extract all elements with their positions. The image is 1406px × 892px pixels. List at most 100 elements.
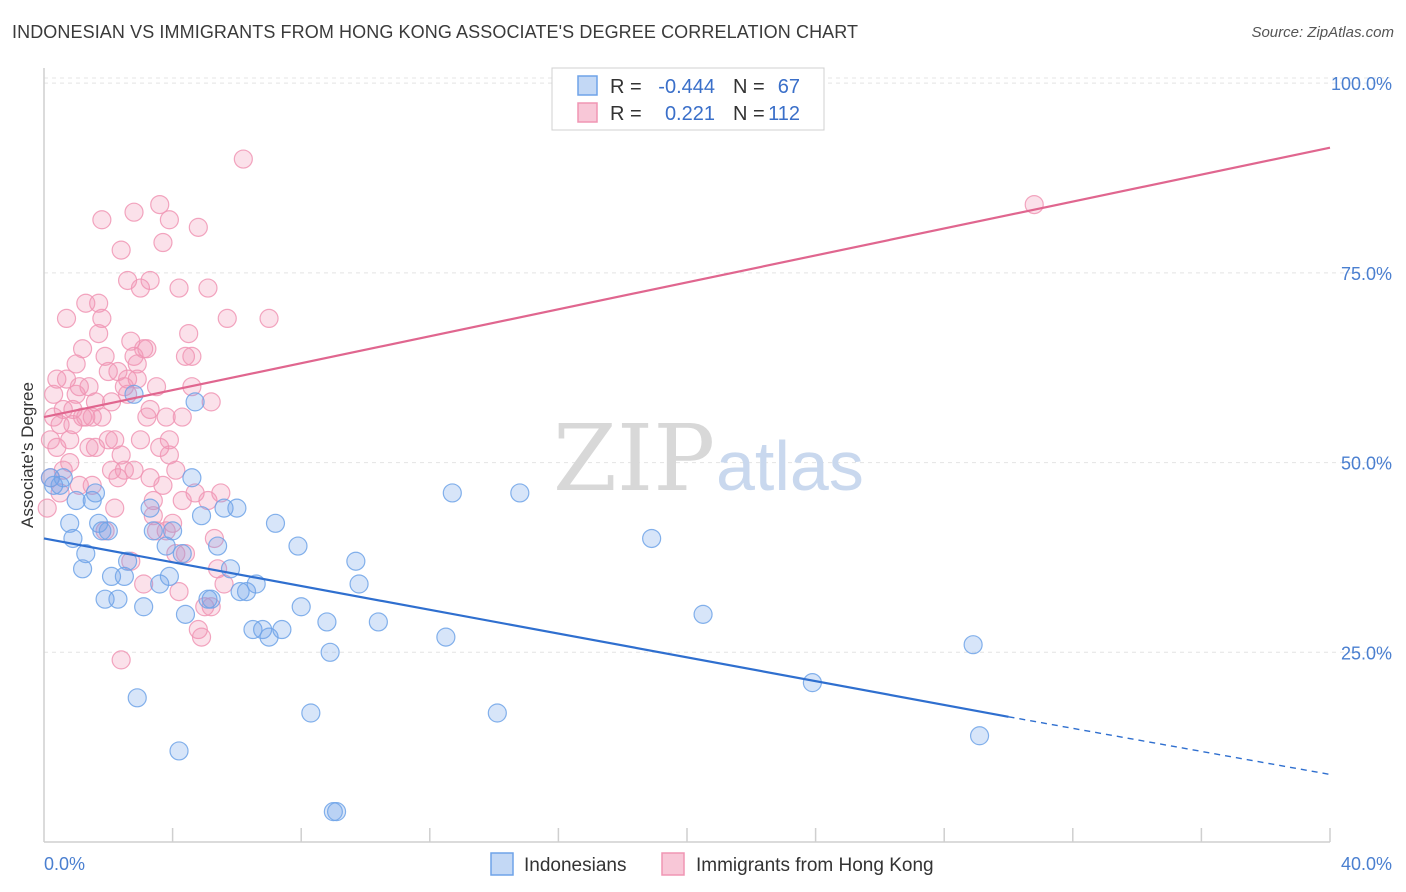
indonesian-point-42 (253, 619, 273, 640)
y-tick-label-1: 50.0% (1341, 454, 1392, 474)
indonesian-point-33 (201, 589, 221, 609)
indonesian-point-26 (169, 741, 189, 761)
indonesian-point-54 (349, 574, 369, 594)
hong-kong-point-37 (156, 407, 176, 427)
hong-kong-point-41 (169, 581, 189, 602)
indonesian-point-49 (317, 612, 337, 632)
hong-kong-point-103 (159, 445, 179, 465)
hong-kong-point-97 (182, 346, 202, 366)
bottom-legend-swatch-pink (661, 852, 685, 876)
hong-kong-point-64 (153, 232, 173, 253)
hong-kong-point-62 (140, 270, 160, 291)
indonesian-point-28 (175, 604, 196, 624)
x-tick-label-min: 0.0% (44, 854, 85, 874)
hong-kong-point-105 (66, 384, 86, 404)
indonesian-point-8 (76, 544, 96, 564)
indonesian-point-15 (114, 566, 134, 587)
watermark: ZIP atlas (553, 405, 864, 512)
hong-kong-point-59 (92, 210, 112, 230)
hong-kong-point-58 (259, 308, 279, 329)
hong-kong-point-67 (188, 217, 208, 237)
indonesian-point-3 (53, 468, 73, 488)
hong-kong-point-22 (108, 468, 128, 488)
source-label: Source: ZipAtlas.com (1251, 24, 1394, 41)
hong-kong-point-11 (72, 339, 93, 359)
indonesian-point-52 (326, 802, 347, 822)
indonesian-point-58 (487, 703, 507, 723)
indonesian-point-6 (66, 490, 86, 511)
hong-kong-point-65 (159, 210, 179, 230)
legend-r-value-1: -0.444 (658, 76, 715, 98)
indonesian-point-46 (288, 536, 308, 556)
indonesian-point-63 (963, 635, 983, 655)
hong-kong-point-43 (175, 346, 196, 366)
hong-kong-point-109 (172, 490, 192, 511)
hong-kong-point-68 (198, 278, 218, 298)
bottom-legend-swatch-blue (490, 852, 514, 876)
hong-kong-point-96 (146, 377, 167, 397)
hong-kong-point-104 (40, 430, 61, 450)
indonesian-point-24 (159, 566, 179, 587)
hong-kong-point-73 (63, 415, 83, 435)
hong-kong-point-111 (201, 392, 221, 412)
indonesian-point-37 (227, 498, 247, 518)
hong-kong-point-0 (37, 498, 57, 518)
legend-r-value-2: 0.221 (665, 103, 715, 125)
hong-kong-point-86 (69, 475, 89, 495)
indonesian-point-31 (191, 506, 212, 526)
indonesian-point-39 (236, 581, 257, 602)
hong-kong-point-48 (191, 627, 212, 647)
hong-kong-point-69 (137, 339, 157, 359)
hong-kong-point-57 (233, 149, 253, 169)
indonesian-point-60 (642, 528, 662, 549)
indonesian-point-38 (230, 581, 250, 602)
legend-n-label-2: N = (733, 103, 765, 125)
indonesian-point-40 (243, 619, 263, 640)
hong-kong-point-101 (98, 430, 118, 450)
indonesian-point-59 (510, 483, 530, 503)
indonesian-point-64 (969, 726, 990, 746)
indonesian-point-45 (272, 619, 292, 640)
indonesian-point-34 (208, 536, 228, 556)
indonesian-point-53 (346, 551, 366, 571)
hong-kong-point-66 (169, 278, 189, 298)
hong-kong-point-17 (92, 308, 112, 329)
hong-kong-point-91 (134, 574, 154, 594)
legend-r-label-2: R = (610, 103, 642, 125)
hong-kong-point-19 (98, 361, 118, 382)
hong-kong-point-23 (111, 445, 131, 465)
indonesian-point-57 (442, 483, 462, 503)
indonesian-point-66 (98, 521, 118, 541)
hong-kong-point-99 (76, 293, 96, 313)
indonesian-point-56 (436, 627, 456, 647)
hong-kong-point-102 (124, 460, 144, 480)
hong-kong-point-88 (50, 483, 70, 503)
hong-kong-point-95 (127, 354, 147, 374)
indonesian-point-48 (301, 703, 321, 723)
y-axis-label: Associate's Degree (18, 382, 37, 528)
indonesian-point-19 (134, 597, 154, 617)
hong-kong-point-29 (130, 278, 151, 298)
legend-n-value-1: 67 (778, 76, 800, 98)
hong-kong-point-108 (140, 399, 160, 420)
indonesian-point-18 (127, 688, 147, 708)
hong-kong-point-13 (79, 437, 99, 458)
indonesian-point-22 (150, 574, 170, 594)
hong-kong-point-28 (127, 369, 147, 389)
hong-kong-point-44 (179, 323, 199, 344)
hong-kong-point-85 (105, 498, 125, 518)
indonesian-point-20 (140, 498, 160, 518)
trend-line-indonesians-extension (1008, 716, 1331, 776)
y-tick-label-3: 100.0% (1331, 74, 1392, 94)
indonesian-point-55 (368, 612, 388, 632)
indonesian-point-61 (693, 604, 713, 624)
hong-kong-point-79 (114, 460, 134, 480)
hong-kong-point-36 (153, 475, 173, 495)
hong-kong-point-75 (47, 437, 67, 458)
indonesian-point-44 (265, 513, 286, 533)
hong-kong-point-94 (89, 323, 109, 344)
indonesian-point-27 (172, 544, 192, 564)
hong-kong-point-54 (211, 483, 231, 503)
indonesian-point-7 (72, 559, 93, 579)
